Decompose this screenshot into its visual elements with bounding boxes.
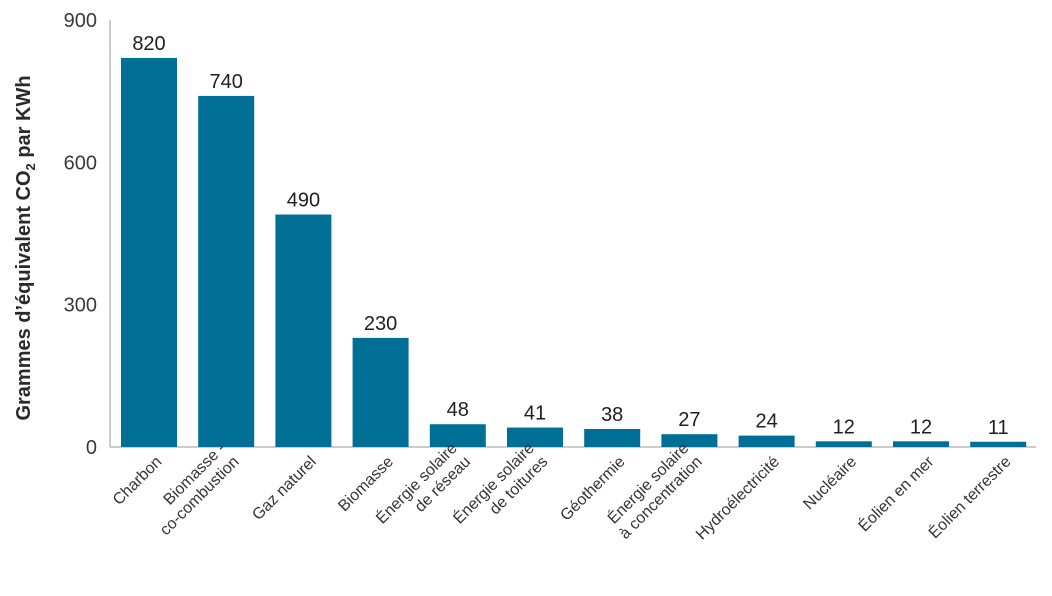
bars-group	[121, 57, 1027, 448]
bar	[815, 441, 872, 447]
data-label: 740	[210, 71, 243, 93]
bar	[429, 424, 486, 447]
category-label-line: Nucléaire	[800, 453, 860, 513]
data-label: 38	[601, 404, 623, 426]
data-label: 12	[833, 416, 855, 438]
data-label: 12	[910, 416, 932, 438]
y-axis-ticks: 0 300 600 900	[64, 10, 97, 459]
category-label-line: Éolien terrestre	[924, 452, 1014, 542]
y-tick-label: 900	[64, 10, 97, 32]
bar	[970, 441, 1027, 447]
bar	[507, 427, 563, 447]
bar	[198, 95, 255, 448]
y-tick-label: 600	[64, 152, 97, 174]
data-label: 24	[755, 411, 777, 433]
category-label-line: Gaz naturel	[249, 453, 320, 524]
y-tick-label: 300	[64, 295, 97, 317]
category-label-line: Hydroélectricité	[693, 453, 783, 543]
data-label: 490	[287, 190, 320, 212]
category-label: Nucléaire	[800, 453, 860, 513]
data-label: 820	[132, 33, 165, 55]
data-label: 11	[988, 417, 1009, 439]
bar	[275, 214, 332, 447]
category-label-line: Charbon	[110, 453, 165, 508]
y-tick-label: 0	[86, 437, 97, 459]
y-axis-title-main: Grammes d’équivalent CO	[13, 170, 35, 420]
bar	[738, 435, 795, 447]
category-label: Éolien terrestre	[924, 452, 1014, 542]
category-label: Éolien en mer	[854, 451, 938, 535]
bar	[661, 434, 718, 447]
data-labels-group: 820 740 490 230 48 41 38 27 24 12 12 11	[132, 33, 1008, 439]
y-axis-title: Grammes d’équivalent CO2 par KWh	[13, 75, 38, 420]
bar	[893, 441, 949, 447]
data-label: 27	[678, 409, 700, 431]
data-label: 48	[447, 399, 469, 421]
category-label: Gaz naturel	[249, 453, 320, 524]
category-label: Hydroélectricité	[693, 453, 783, 543]
data-label: 41	[524, 403, 546, 425]
y-axis-title-suffix: par KWh	[13, 75, 35, 163]
bar	[352, 337, 409, 447]
y-axis-title-subscript: 2	[23, 163, 38, 170]
category-label: Biomasse -co-combustion	[157, 440, 243, 539]
bar	[584, 428, 641, 447]
bar	[121, 57, 177, 447]
category-label-line: Éolien en mer	[854, 451, 938, 535]
data-label: 230	[364, 313, 397, 335]
category-label: Charbon	[110, 453, 165, 508]
